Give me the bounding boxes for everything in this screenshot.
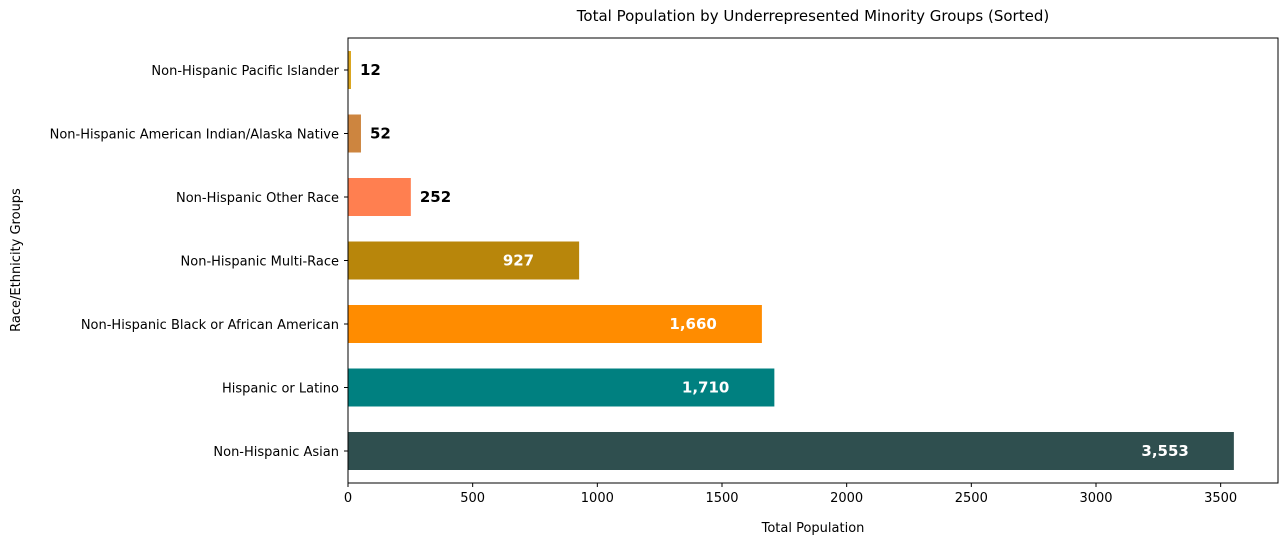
x-ticks: 0 500 1000 1500 2000 2500 3000 3500 [344,483,1237,506]
y-tick-label: Non-Hispanic Pacific Islander [151,64,339,79]
data-label: 1,660 [669,315,716,333]
y-tick-label: Non-Hispanic American Indian/Alaska Nati… [50,128,339,143]
data-labels: 3,553 1,710 1,660 927 252 52 12 [360,61,1189,460]
x-tick-label: 3500 [1204,491,1237,506]
x-tick-label: 500 [460,491,485,506]
bar-non-hispanic-asian [348,432,1234,470]
y-tick-label: Hispanic or Latino [222,382,339,397]
bar-non-hispanic-other-race [348,178,411,216]
bar-non-hispanic-multi-race [348,241,580,280]
bar-non-hispanic-black-or-african-american [348,305,762,343]
y-tick-labels: Non-Hispanic Asian Hispanic or Latino Non-… [50,64,348,460]
x-tick-label: 3000 [1079,491,1112,506]
bars-group [348,51,1234,470]
chart-title: Total Population by Underrepresented Min… [576,7,1049,25]
x-tick-label: 2000 [830,491,863,506]
x-tick-label: 2500 [955,491,988,506]
y-tick-label: Non-Hispanic Other Race [176,191,339,206]
data-label: 3,553 [1141,442,1188,460]
y-tick-label: Non-Hispanic Black or African American [81,318,339,333]
x-tick-label: 1500 [705,491,738,506]
y-tick-label: Non-Hispanic Asian [213,445,339,460]
plot-frame [347,37,1279,484]
data-label: 12 [360,61,381,79]
x-tick-label: 1000 [581,491,614,506]
y-axis-label: Race/Ethnicity Groups [9,188,24,332]
data-label: 1,710 [682,379,729,397]
data-label: 927 [503,252,534,270]
bar-hispanic-or-latino [348,368,775,407]
x-tick-label: 0 [344,491,352,506]
x-axis-label: Total Population [761,521,865,536]
bar-non-hispanic-pacific-islander [348,51,351,89]
y-tick-label: Non-Hispanic Multi-Race [181,255,339,270]
bar-non-hispanic-american-indian-alaska-native [348,114,361,153]
data-label: 252 [420,188,451,206]
data-label: 52 [370,125,391,143]
